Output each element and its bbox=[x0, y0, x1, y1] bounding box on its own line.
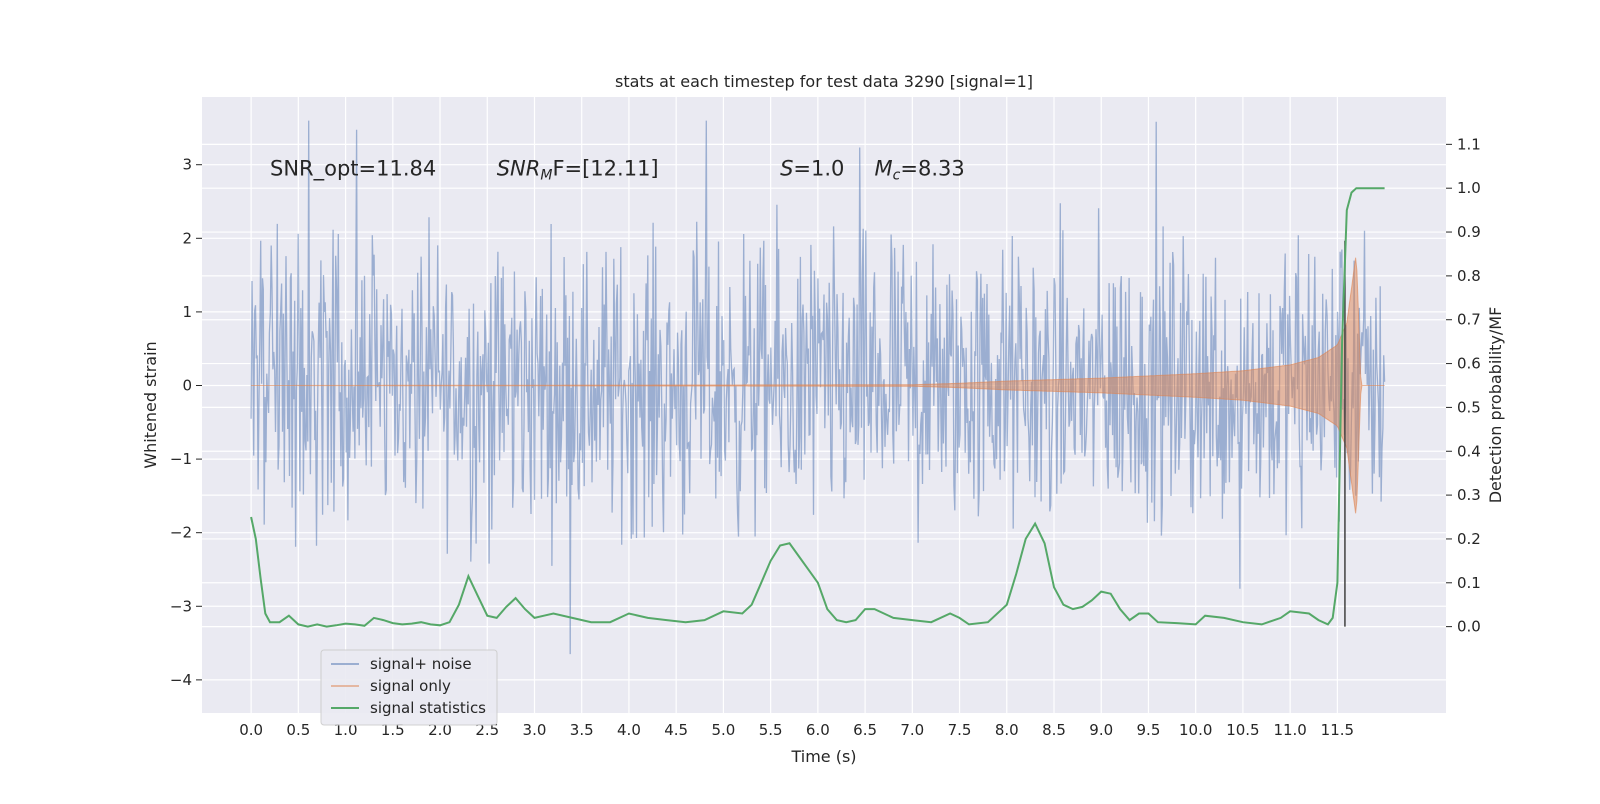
x-tick-label: 6.5 bbox=[853, 721, 877, 739]
x-tick-label: 0.0 bbox=[239, 721, 263, 739]
legend-label-signal-statistics: signal statistics bbox=[370, 699, 486, 717]
y-right-tick-label: 0.9 bbox=[1457, 223, 1481, 241]
y-left-tick-label: 0 bbox=[182, 376, 192, 394]
x-axis-ticks: 0.0 0.5 1.0 1.5 2.0 2.5 3.0 3.5 4.0 4.5 5.0 5.5 6.0 6… bbox=[239, 721, 1354, 739]
annotation-text: Mc=8.33 bbox=[875, 157, 965, 184]
x-tick-label: 5.5 bbox=[759, 721, 783, 739]
legend-label-signal-noise: signal+ noise bbox=[370, 655, 472, 673]
x-tick-label: 3.0 bbox=[523, 721, 547, 739]
y-right-axis-label: Detection probability/MF bbox=[1486, 307, 1505, 504]
annotation-text: S=1.0 bbox=[780, 157, 844, 181]
x-tick-label: 8.5 bbox=[1042, 721, 1066, 739]
x-tick-label: 9.0 bbox=[1089, 721, 1113, 739]
x-tick-label: 0.5 bbox=[286, 721, 310, 739]
x-tick-label: 5.0 bbox=[711, 721, 735, 739]
series-signal-statistics bbox=[250, 187, 1385, 628]
x-tick-label: 9.5 bbox=[1137, 721, 1161, 739]
y-right-tick-label: 0.3 bbox=[1457, 486, 1481, 504]
y-left-axis-label: Whitened strain bbox=[141, 341, 160, 468]
y-right-tick-label: 0.7 bbox=[1457, 311, 1481, 329]
legend: signal+ noise signal only signal statist… bbox=[320, 649, 498, 726]
y-left-tick-label: −4 bbox=[170, 671, 192, 689]
series-area-signal-only bbox=[251, 257, 1385, 514]
annotation-text: SNR_opt=11.84 bbox=[270, 157, 436, 182]
y-left-tick-label: −2 bbox=[170, 524, 192, 542]
chart-title: stats at each timestep for test data 329… bbox=[615, 72, 1033, 91]
x-tick-label: 11.0 bbox=[1273, 721, 1306, 739]
series-line-signal-statistics bbox=[250, 187, 1385, 628]
x-tick-label: 7.5 bbox=[948, 721, 972, 739]
y-right-tick-label: 0.5 bbox=[1457, 398, 1481, 416]
y-left-tick-label: −1 bbox=[170, 450, 192, 468]
y-left-tick-label: 2 bbox=[182, 229, 192, 247]
y-right-tick-label: 0.0 bbox=[1457, 618, 1481, 636]
legend-label-signal-only: signal only bbox=[370, 677, 451, 695]
x-tick-label: 4.0 bbox=[617, 721, 641, 739]
x-tick-label: 8.0 bbox=[995, 721, 1019, 739]
y-right-tick-label: 1.0 bbox=[1457, 179, 1481, 197]
x-tick-label: 10.0 bbox=[1179, 721, 1212, 739]
y-left-tick-label: 1 bbox=[182, 303, 192, 321]
y-right-axis-ticks: 0.0 0.1 0.2 0.3 0.4 0.5 0.6 0.7 0.8 0.9 1.0 1.1 bbox=[1446, 135, 1481, 636]
y-left-tick-label: −3 bbox=[170, 597, 192, 615]
x-tick-label: 3.5 bbox=[570, 721, 594, 739]
legend-box bbox=[320, 649, 498, 726]
y-left-axis-ticks: −4 −3 −2 −1 0 1 2 3 bbox=[170, 156, 202, 689]
y-right-tick-label: 0.1 bbox=[1457, 574, 1481, 592]
y-right-tick-label: 0.8 bbox=[1457, 267, 1481, 285]
x-axis-label: Time (s) bbox=[790, 747, 856, 766]
y-right-tick-label: 0.2 bbox=[1457, 530, 1481, 548]
series-signal-only bbox=[251, 257, 1385, 514]
x-tick-label: 11.5 bbox=[1321, 721, 1354, 739]
y-right-tick-label: 0.6 bbox=[1457, 355, 1481, 373]
x-tick-label: 10.5 bbox=[1226, 721, 1259, 739]
y-left-tick-label: 3 bbox=[182, 156, 192, 174]
x-tick-label: 4.5 bbox=[664, 721, 688, 739]
x-tick-label: 7.0 bbox=[900, 721, 924, 739]
y-right-tick-label: 0.4 bbox=[1457, 442, 1481, 460]
y-right-tick-label: 1.1 bbox=[1457, 135, 1481, 153]
x-tick-label: 6.0 bbox=[806, 721, 830, 739]
annotations: SNR_opt=11.84 SNRMF=[12.11] S=1.0 Mc=8.33 bbox=[270, 157, 965, 184]
annotation-text: SNRMF=[12.11] bbox=[497, 157, 659, 184]
